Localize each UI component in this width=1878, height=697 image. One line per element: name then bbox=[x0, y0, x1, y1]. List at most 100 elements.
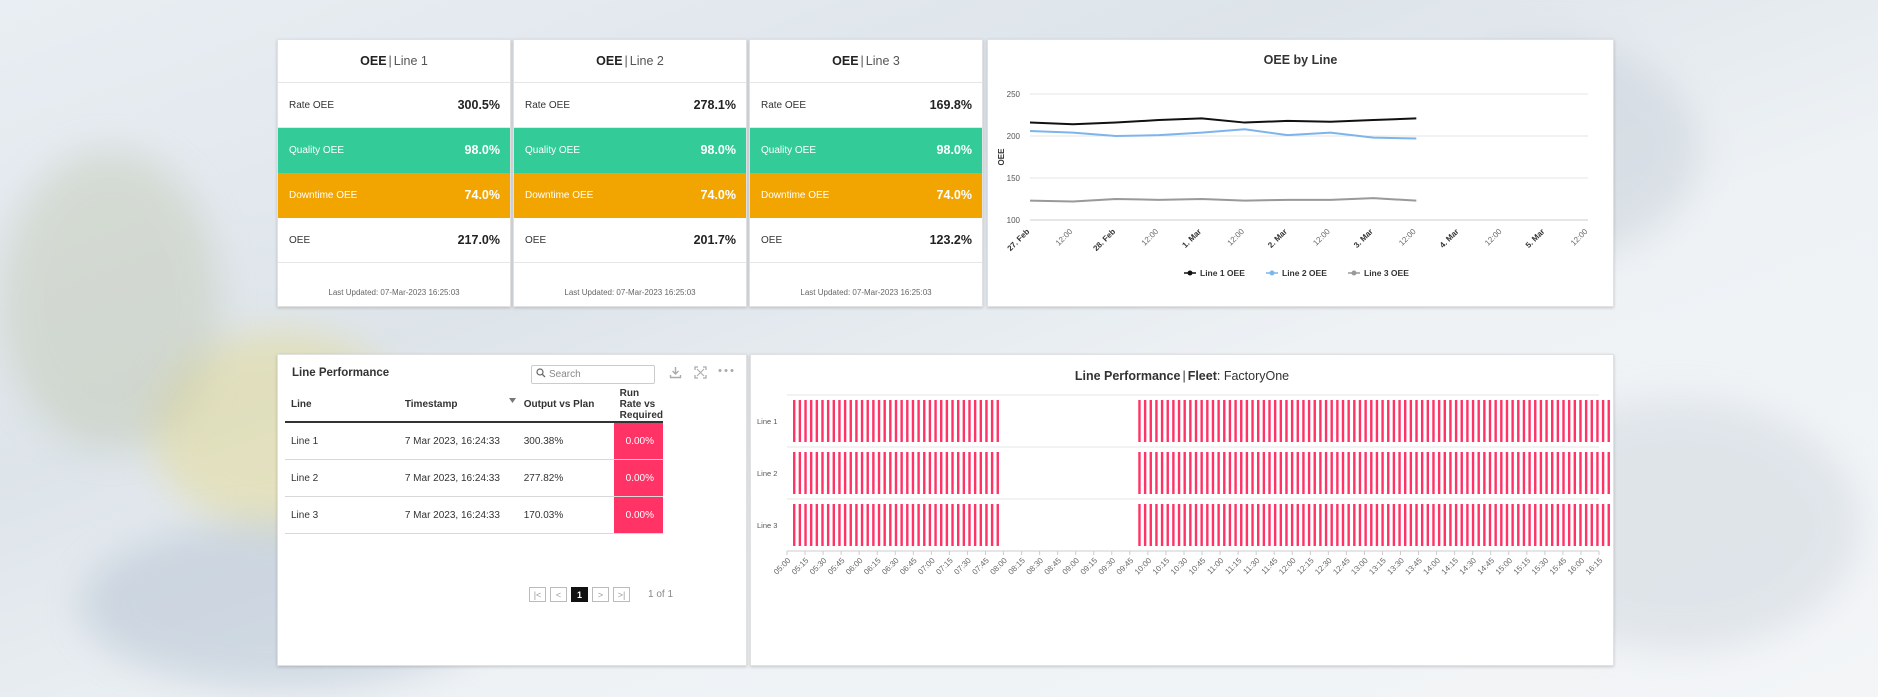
cell-runrate: 0.00% bbox=[613, 422, 663, 460]
legend-label: Line 2 OEE bbox=[1282, 268, 1327, 278]
table-row[interactable]: Line 1 7 Mar 2023, 16:24:33 300.38% 0.00… bbox=[285, 422, 663, 460]
x-tick-label: 09:45 bbox=[1115, 556, 1136, 577]
timeline-bar bbox=[979, 504, 982, 546]
timeline-bar bbox=[1149, 400, 1152, 442]
timeline-bar bbox=[1177, 504, 1181, 546]
timeline-bar bbox=[1415, 452, 1418, 494]
timeline-bar bbox=[1590, 504, 1593, 546]
timeline-bar bbox=[1556, 504, 1560, 546]
x-tick-label: 06:30 bbox=[880, 556, 901, 577]
quality-oee-row: Quality OEE 98.0% bbox=[514, 128, 746, 173]
search-input[interactable]: Search bbox=[531, 365, 655, 384]
table-row[interactable]: Line 2 7 Mar 2023, 16:24:33 277.82% 0.00… bbox=[285, 459, 663, 497]
quality-oee-row: Quality OEE 98.0% bbox=[750, 128, 982, 173]
column-header-run-rate[interactable]: Run Rate vs Required bbox=[613, 388, 663, 423]
last-page-button[interactable]: >| bbox=[613, 587, 630, 602]
timeline-bar bbox=[1437, 400, 1441, 442]
timeline-bar bbox=[1454, 400, 1458, 442]
timeline-bar bbox=[900, 504, 903, 546]
x-tick-label: 08:15 bbox=[1006, 556, 1027, 577]
timeline-bar bbox=[798, 400, 802, 442]
timeline-bar bbox=[1228, 452, 1232, 494]
timeline-bar bbox=[1234, 452, 1237, 494]
timeline-bar bbox=[1302, 452, 1305, 494]
timeline-bar bbox=[877, 452, 881, 494]
table-row[interactable]: Line 3 7 Mar 2023, 16:24:33 170.03% 0.00… bbox=[285, 496, 663, 534]
timeline-bar bbox=[1573, 452, 1577, 494]
timeline-bar bbox=[973, 452, 977, 494]
legend-marker bbox=[1187, 270, 1193, 276]
timeline-bar bbox=[872, 504, 875, 546]
timeline-bar bbox=[1539, 400, 1543, 442]
timeline-bar bbox=[889, 504, 892, 546]
x-tick-label: 10:30 bbox=[1169, 556, 1190, 577]
timeline-bar bbox=[917, 504, 920, 546]
x-tick-label: 07:30 bbox=[952, 556, 973, 577]
timeline-bar bbox=[1211, 504, 1215, 546]
timeline-bar bbox=[1494, 452, 1497, 494]
x-tick-label: 13:45 bbox=[1403, 556, 1424, 577]
timeline-bar bbox=[1449, 452, 1452, 494]
timeline-bar bbox=[1143, 400, 1147, 442]
timeline-bar bbox=[849, 452, 852, 494]
timeline-bar bbox=[1517, 452, 1520, 494]
last-updated: Last Updated: 07-Mar-2023 16:25:03 bbox=[328, 288, 460, 297]
timeline-bar bbox=[1432, 400, 1435, 442]
timeline-bar bbox=[1528, 400, 1531, 442]
timeline-bar bbox=[1166, 452, 1169, 494]
timeline-bar bbox=[855, 504, 858, 546]
x-tick-label: 12:15 bbox=[1295, 556, 1316, 577]
timeline-bar bbox=[860, 504, 864, 546]
download-icon[interactable] bbox=[669, 366, 682, 382]
timeline-bar bbox=[1245, 400, 1249, 442]
column-header-line[interactable]: Line bbox=[285, 388, 399, 423]
timeline-bar bbox=[1511, 452, 1514, 494]
timeline-bar bbox=[1471, 452, 1475, 494]
timeline-bar bbox=[821, 400, 824, 442]
timeline-bar bbox=[1392, 400, 1396, 442]
timeline-bar bbox=[1607, 452, 1610, 494]
timeline-bar bbox=[866, 504, 869, 546]
x-tick-label: 14:15 bbox=[1440, 556, 1461, 577]
timeline-bar bbox=[1534, 504, 1537, 546]
x-tick-label: 13:15 bbox=[1367, 556, 1388, 577]
timeline-bar bbox=[968, 400, 971, 442]
first-page-button[interactable]: |< bbox=[529, 587, 546, 602]
legend-marker bbox=[1269, 270, 1275, 276]
x-tick-label: 05:00 bbox=[772, 556, 793, 577]
timeline-bar bbox=[934, 452, 937, 494]
timeline-bar bbox=[985, 400, 988, 442]
more-options-icon[interactable] bbox=[717, 364, 735, 380]
series-line-2 bbox=[1029, 128, 1417, 140]
timeline-bar bbox=[1290, 504, 1294, 546]
timeline-bar bbox=[940, 400, 943, 442]
prev-page-button[interactable]: < bbox=[550, 587, 567, 602]
timeline-bar bbox=[1556, 400, 1560, 442]
timeline-bar bbox=[1183, 452, 1186, 494]
timeline-bar bbox=[1488, 452, 1492, 494]
timeline-bar bbox=[1307, 400, 1311, 442]
timeline-bar bbox=[1517, 504, 1520, 546]
timeline-bar bbox=[809, 400, 813, 442]
timeline-bar bbox=[911, 504, 915, 546]
timeline-bar bbox=[1517, 400, 1520, 442]
expand-icon[interactable] bbox=[694, 366, 707, 382]
column-header-output-vs-plan[interactable]: Output vs Plan bbox=[517, 388, 614, 423]
oee-card-line-3: OEE | Line 3 Rate OEE 169.8% Quality OEE 98.… bbox=[749, 39, 983, 307]
timeline-bar bbox=[1319, 452, 1322, 494]
timeline-bar bbox=[1584, 400, 1588, 442]
oee-card-line-2: OEE | Line 2 Rate OEE 278.1% Quality OEE 98.… bbox=[513, 39, 747, 307]
x-tick-label: 15:45 bbox=[1548, 556, 1569, 577]
timeline-bar bbox=[1217, 400, 1220, 442]
cell-runrate: 0.00% bbox=[613, 496, 663, 534]
timeline-bar bbox=[1262, 504, 1266, 546]
timeline-bar bbox=[1415, 504, 1418, 546]
cell-timestamp: 7 Mar 2023, 16:24:33 bbox=[398, 422, 518, 460]
timeline-bar bbox=[793, 400, 796, 442]
next-page-button[interactable]: > bbox=[592, 587, 609, 602]
x-tick-label: 14:00 bbox=[1421, 556, 1442, 577]
page-1-button[interactable]: 1 bbox=[571, 587, 588, 602]
cell-line: Line 2 bbox=[285, 459, 399, 497]
timeline-bar bbox=[1545, 504, 1548, 546]
column-header-timestamp[interactable]: Timestamp bbox=[398, 388, 518, 423]
